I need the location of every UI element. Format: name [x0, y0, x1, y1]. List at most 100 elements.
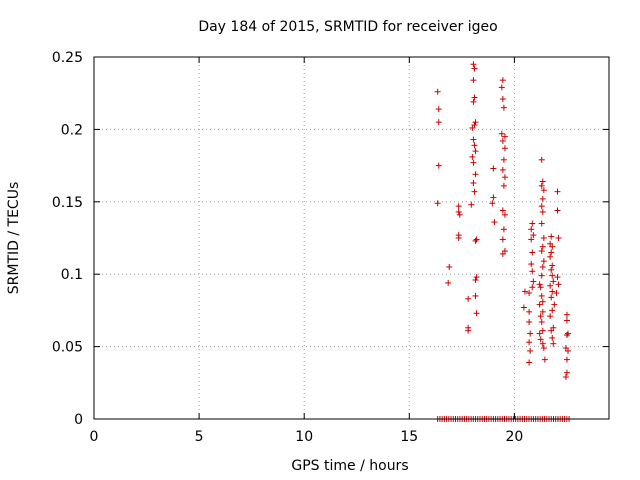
- data-point: [563, 369, 570, 376]
- y-tick-label: 0: [74, 412, 83, 428]
- data-point: [529, 268, 536, 275]
- grid-lines: [94, 57, 609, 419]
- data-point: [434, 200, 441, 207]
- y-tick-label: 0.05: [52, 340, 83, 356]
- y-tick-label: 0.25: [52, 50, 83, 66]
- data-point: [472, 171, 479, 178]
- data-point: [470, 159, 477, 166]
- data-point: [435, 119, 442, 126]
- data-point: [554, 188, 561, 195]
- data-point: [501, 145, 508, 152]
- axis-ticks: 0 5 10 15 20 0 0.05 0.1 0.15 0.2 0.25: [52, 50, 609, 445]
- data-point: [537, 313, 544, 320]
- data-point: [549, 243, 556, 250]
- data-point: [539, 340, 546, 347]
- data-point: [555, 235, 562, 241]
- y-tick-label: 0.2: [61, 122, 83, 138]
- data-point: [471, 94, 478, 101]
- data-point: [541, 356, 548, 363]
- data-point: [537, 336, 544, 343]
- data-point: [528, 226, 535, 233]
- data-point: [554, 274, 561, 281]
- data-point: [471, 188, 478, 195]
- data-point: [498, 84, 505, 91]
- data-point: [501, 133, 508, 140]
- data-point: [538, 156, 545, 163]
- data-point: [538, 203, 545, 210]
- x-axis-label: GPS time / hours: [291, 458, 408, 474]
- data-point: [435, 162, 442, 169]
- x-tick-label: 5: [195, 429, 204, 445]
- data-point: [500, 156, 507, 163]
- data-point: [527, 330, 534, 337]
- data-point: [500, 182, 507, 189]
- data-point: [469, 124, 476, 131]
- data-point: [548, 249, 555, 256]
- data-point: [471, 65, 478, 72]
- data-point: [563, 332, 570, 339]
- data-point: [547, 253, 554, 260]
- data-point: [528, 236, 535, 243]
- data-point: [549, 307, 556, 314]
- data-point: [526, 308, 533, 315]
- data-point: [473, 274, 480, 281]
- data-point: [528, 261, 535, 268]
- data-point: [456, 211, 463, 218]
- data-point: [540, 187, 547, 194]
- data-point: [550, 278, 557, 285]
- data-point: [473, 310, 480, 317]
- data-point: [539, 327, 546, 334]
- data-point: [526, 359, 533, 366]
- data-point: [472, 292, 479, 299]
- data-point: [547, 282, 554, 289]
- data-point: [435, 106, 442, 113]
- data-point: [470, 136, 477, 143]
- plot-frame: [93, 56, 610, 420]
- data-point: [562, 374, 569, 381]
- data-point: [521, 288, 528, 295]
- data-point: [501, 174, 508, 181]
- data-point: [551, 301, 558, 308]
- data-point: [526, 318, 533, 325]
- data-point: [539, 178, 546, 185]
- data-point: [455, 235, 462, 241]
- data-point: [536, 301, 543, 308]
- data-point: [547, 313, 554, 320]
- data-point: [472, 119, 479, 126]
- data-point: [526, 290, 533, 297]
- data-point: [565, 330, 572, 337]
- data-point: [555, 281, 562, 288]
- data-point: [501, 211, 508, 218]
- data-point: [563, 311, 570, 318]
- data-point: [470, 179, 477, 186]
- data-point: [465, 295, 472, 302]
- data-point: [563, 317, 570, 324]
- data-point: [550, 340, 557, 347]
- data-point: [538, 292, 545, 299]
- data-point: [489, 200, 496, 207]
- data-point: [563, 356, 570, 363]
- data-point: [445, 279, 452, 286]
- data-point: [538, 272, 545, 279]
- data-point: [500, 226, 507, 233]
- x-tick-label: 0: [90, 429, 99, 445]
- data-point: [499, 166, 506, 173]
- chart-title: Day 184 of 2015, SRMTID for receiver ige…: [198, 19, 497, 35]
- data-point: [527, 347, 534, 354]
- x-tick-label: 10: [295, 429, 313, 445]
- x-tick-label: 20: [505, 429, 523, 445]
- data-point: [548, 294, 555, 301]
- y-tick-label: 0.15: [52, 195, 83, 211]
- y-tick-label: 0.1: [61, 267, 83, 283]
- data-point: [530, 232, 537, 239]
- data-point: [548, 266, 555, 273]
- data-point: [470, 77, 477, 84]
- data-point: [473, 236, 480, 243]
- data-point: [553, 290, 560, 297]
- data-point: [472, 237, 479, 244]
- data-point: [490, 165, 497, 172]
- data-point: [549, 262, 556, 269]
- data-point: [530, 278, 537, 285]
- data-point: [455, 203, 462, 210]
